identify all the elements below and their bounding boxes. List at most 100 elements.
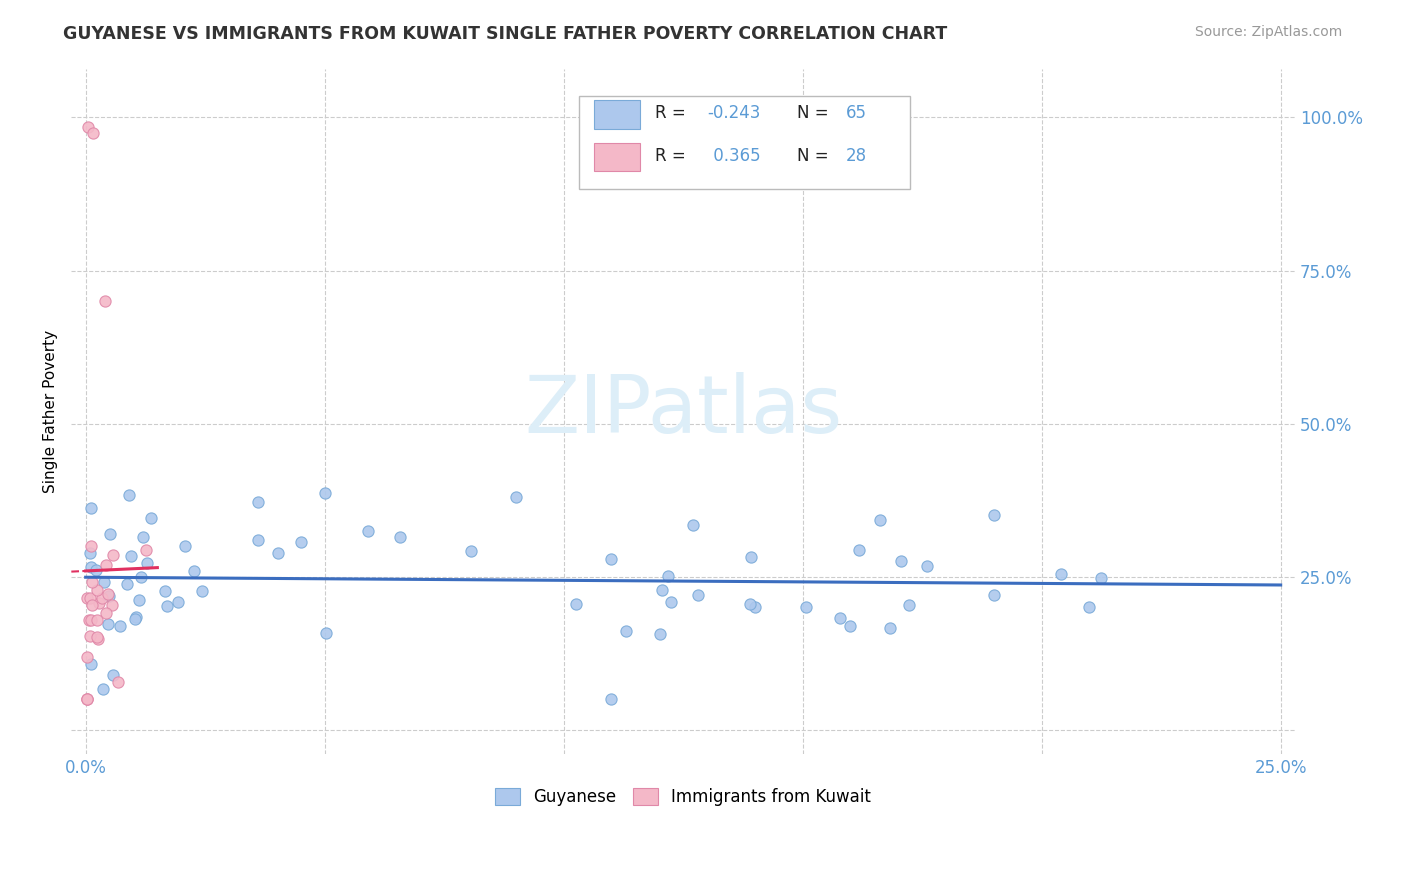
Point <box>131 530 153 544</box>
Point <box>983 508 1005 523</box>
Point <box>848 543 870 558</box>
Point <box>84 563 107 577</box>
Point <box>564 597 586 611</box>
Point <box>738 597 761 611</box>
Point <box>86 630 108 644</box>
Point <box>879 621 901 635</box>
Point <box>153 584 176 599</box>
Bar <box>593 100 640 128</box>
Text: N =: N = <box>797 146 834 165</box>
Point <box>740 550 762 565</box>
Point <box>128 592 150 607</box>
Point <box>108 619 131 633</box>
Point <box>79 657 101 672</box>
Point <box>94 606 117 620</box>
Point <box>86 613 108 627</box>
Point <box>79 546 101 560</box>
Point <box>129 570 152 584</box>
Point <box>80 501 103 516</box>
Point <box>794 600 817 615</box>
Point <box>135 556 157 570</box>
Point <box>86 582 108 597</box>
Point <box>115 576 138 591</box>
Bar <box>593 143 640 171</box>
Point <box>97 587 120 601</box>
Point <box>183 565 205 579</box>
Point <box>830 610 852 624</box>
Point <box>983 588 1005 602</box>
Text: N =: N = <box>797 104 834 122</box>
Point <box>744 600 766 615</box>
Point <box>266 546 288 560</box>
Point <box>839 618 862 632</box>
Point <box>120 549 142 564</box>
Point <box>315 625 337 640</box>
Point <box>97 617 120 632</box>
Text: 0.365: 0.365 <box>707 146 761 165</box>
Point <box>101 668 124 682</box>
Point <box>80 598 103 612</box>
Point <box>659 595 682 609</box>
Text: 65: 65 <box>846 104 868 122</box>
Text: R =: R = <box>655 104 690 122</box>
Text: ZIPatlas: ZIPatlas <box>524 372 842 450</box>
Point <box>246 533 269 547</box>
Point <box>93 575 115 590</box>
Point <box>686 588 709 602</box>
Point <box>87 632 110 647</box>
Point <box>1078 600 1101 615</box>
Text: Source: ZipAtlas.com: Source: ZipAtlas.com <box>1195 25 1343 39</box>
Point <box>682 518 704 533</box>
Point <box>80 613 103 627</box>
Point <box>79 629 101 643</box>
Point <box>915 559 938 574</box>
Point <box>118 488 141 502</box>
Point <box>77 614 100 628</box>
Text: R =: R = <box>655 146 690 165</box>
Point <box>124 612 146 626</box>
Point <box>1050 567 1073 582</box>
Point <box>600 552 623 566</box>
Text: GUYANESE VS IMMIGRANTS FROM KUWAIT SINGLE FATHER POVERTY CORRELATION CHART: GUYANESE VS IMMIGRANTS FROM KUWAIT SINGL… <box>63 25 948 43</box>
Point <box>357 524 380 539</box>
Point <box>98 527 121 541</box>
Point <box>657 569 679 583</box>
Point <box>82 126 104 140</box>
Point <box>94 558 117 572</box>
Point <box>156 599 179 613</box>
Point <box>77 120 100 134</box>
Y-axis label: Single Father Poverty: Single Father Poverty <box>44 330 58 493</box>
Point <box>91 591 114 606</box>
Point <box>246 495 269 509</box>
FancyBboxPatch shape <box>579 96 910 188</box>
Text: -0.243: -0.243 <box>707 104 761 122</box>
Point <box>166 594 188 608</box>
Point <box>869 513 891 527</box>
Point <box>80 574 103 589</box>
Point <box>460 544 482 558</box>
Point <box>890 554 912 568</box>
Point <box>100 598 122 612</box>
Point <box>97 589 120 603</box>
Point <box>174 539 197 553</box>
Point <box>91 681 114 696</box>
Point <box>101 548 124 562</box>
Point <box>314 486 336 500</box>
Point <box>651 582 673 597</box>
Point <box>76 692 98 706</box>
Point <box>614 624 637 638</box>
Point <box>107 674 129 689</box>
Point <box>600 692 623 706</box>
Point <box>79 539 101 553</box>
Point <box>898 598 921 612</box>
Point <box>650 626 672 640</box>
Point <box>124 610 146 624</box>
Point <box>94 294 117 309</box>
Point <box>76 650 98 665</box>
Point <box>135 543 157 558</box>
Point <box>141 511 163 525</box>
Point <box>505 490 527 504</box>
Point <box>1090 571 1112 585</box>
Point <box>388 530 411 544</box>
Point <box>76 591 98 605</box>
